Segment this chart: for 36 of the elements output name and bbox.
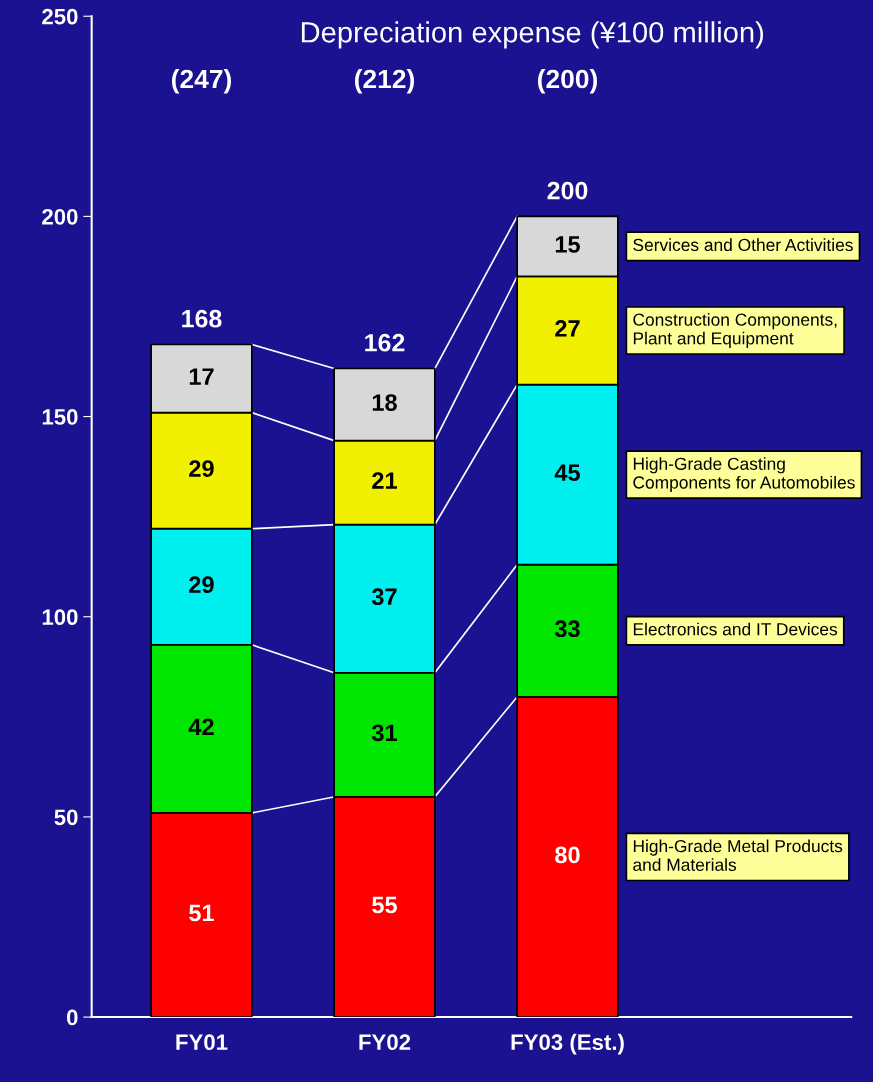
data-label: 45	[554, 464, 580, 481]
series-label: Services and Other Activities	[633, 238, 853, 252]
y-tick-label: 100	[42, 609, 78, 626]
data-label: 42	[188, 718, 214, 735]
y-tick-label: 150	[42, 409, 78, 425]
data-label: 18	[372, 394, 397, 411]
annotation: (200)	[538, 68, 597, 94]
data-label: 33	[554, 620, 580, 638]
total-label: 200	[547, 181, 588, 200]
y-tick-label: 200	[42, 208, 78, 225]
data-label: 80	[555, 846, 580, 864]
y-tick-label: 0	[66, 1009, 78, 1026]
data-label: 21	[372, 472, 397, 489]
data-label: 29	[189, 576, 214, 594]
series-label: Electronics and IT Devices	[633, 622, 838, 636]
series-label: High-Grade Metal Products and Materials	[633, 839, 843, 871]
data-label: 55	[372, 896, 397, 914]
total-label: 168	[182, 309, 222, 328]
annotation: (247)	[171, 68, 231, 94]
annotation: (212)	[355, 68, 414, 94]
data-label: 37	[371, 588, 397, 606]
chart-title: Depreciation expense (¥100 million)	[301, 21, 764, 49]
x-tick-label: FY01	[176, 1034, 228, 1051]
data-label: 31	[371, 724, 397, 742]
data-label: 27	[555, 320, 580, 337]
series-label: High-Grade Casting Components for Automobiles	[633, 457, 855, 493]
y-tick-label: 250	[42, 8, 78, 25]
x-tick-label: FY03 (Est.)	[511, 1033, 624, 1055]
data-label: 51	[189, 904, 214, 922]
total-label: 162	[365, 333, 405, 352]
data-label: 29	[189, 460, 214, 477]
data-label: 17	[189, 368, 214, 385]
x-tick-label: FY02	[359, 1034, 411, 1051]
series-label: Construction Components, Plant and Equipment	[633, 313, 837, 348]
y-tick-label: 50	[54, 809, 78, 826]
data-label: 15	[555, 236, 580, 253]
